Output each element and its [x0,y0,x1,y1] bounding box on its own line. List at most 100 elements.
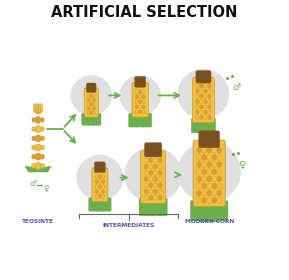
Ellipse shape [204,110,207,114]
Ellipse shape [95,175,98,179]
Ellipse shape [207,147,212,153]
Ellipse shape [153,195,158,200]
Ellipse shape [204,105,207,109]
FancyBboxPatch shape [87,113,95,125]
Ellipse shape [41,136,45,141]
Ellipse shape [102,195,105,198]
FancyBboxPatch shape [151,199,161,216]
Ellipse shape [35,135,41,142]
FancyBboxPatch shape [190,201,203,221]
FancyBboxPatch shape [93,113,101,125]
Ellipse shape [93,94,95,97]
Ellipse shape [87,111,90,114]
FancyBboxPatch shape [208,201,220,222]
Ellipse shape [208,105,211,109]
FancyBboxPatch shape [89,198,98,211]
Ellipse shape [197,190,201,196]
Ellipse shape [149,183,153,188]
Ellipse shape [217,190,222,196]
Ellipse shape [204,99,207,104]
Ellipse shape [35,126,41,132]
Ellipse shape [202,190,206,196]
Ellipse shape [102,175,105,179]
Circle shape [177,69,229,119]
Ellipse shape [102,185,105,188]
Ellipse shape [217,147,222,153]
Text: ♂: ♂ [29,179,36,188]
Ellipse shape [200,105,203,109]
Ellipse shape [41,154,45,159]
Ellipse shape [149,164,153,169]
Ellipse shape [93,98,95,102]
Ellipse shape [139,105,142,109]
Circle shape [177,141,241,203]
Ellipse shape [149,177,153,181]
Ellipse shape [142,110,145,114]
FancyBboxPatch shape [36,104,38,112]
Ellipse shape [142,100,145,104]
Ellipse shape [204,94,207,99]
Ellipse shape [158,183,162,188]
Ellipse shape [35,116,41,123]
Ellipse shape [135,100,138,104]
Text: ♀: ♀ [238,160,246,170]
FancyBboxPatch shape [86,83,96,92]
Ellipse shape [142,95,145,99]
Ellipse shape [142,105,145,109]
Ellipse shape [95,195,98,198]
Ellipse shape [135,110,138,114]
Ellipse shape [90,107,92,110]
FancyBboxPatch shape [199,201,210,222]
Ellipse shape [204,115,207,120]
Ellipse shape [204,84,207,88]
Ellipse shape [196,110,199,114]
Ellipse shape [197,147,201,153]
FancyBboxPatch shape [84,88,98,117]
Ellipse shape [202,197,206,203]
Ellipse shape [212,147,216,153]
FancyBboxPatch shape [144,143,162,157]
Ellipse shape [212,155,216,160]
Circle shape [76,155,123,200]
Ellipse shape [207,176,212,182]
Ellipse shape [139,90,142,94]
Circle shape [124,147,182,203]
Ellipse shape [93,111,95,114]
Ellipse shape [217,197,222,203]
Ellipse shape [87,98,90,102]
Ellipse shape [87,102,90,106]
Ellipse shape [153,189,158,194]
Text: ARTIFICIAL SELECTION: ARTIFICIAL SELECTION [51,5,238,20]
Ellipse shape [217,176,222,182]
Ellipse shape [32,164,36,168]
Ellipse shape [196,99,199,104]
FancyBboxPatch shape [81,113,90,125]
Ellipse shape [135,90,138,94]
Ellipse shape [102,180,105,184]
Ellipse shape [207,162,212,167]
FancyBboxPatch shape [191,118,200,133]
Ellipse shape [200,94,203,99]
FancyBboxPatch shape [132,83,148,117]
Ellipse shape [95,180,98,184]
Ellipse shape [153,164,158,169]
Ellipse shape [135,95,138,99]
FancyBboxPatch shape [95,162,105,172]
Ellipse shape [207,190,212,196]
FancyBboxPatch shape [207,118,216,133]
Ellipse shape [41,127,44,132]
Ellipse shape [207,197,212,203]
Ellipse shape [149,195,153,200]
Ellipse shape [212,190,216,196]
Ellipse shape [95,190,98,193]
FancyBboxPatch shape [95,198,104,211]
Ellipse shape [102,190,105,193]
Ellipse shape [200,110,203,114]
FancyBboxPatch shape [135,76,146,87]
Polygon shape [25,166,51,172]
Ellipse shape [149,189,153,194]
Ellipse shape [158,164,162,169]
Ellipse shape [212,183,216,189]
Ellipse shape [208,99,211,104]
Ellipse shape [202,155,206,160]
